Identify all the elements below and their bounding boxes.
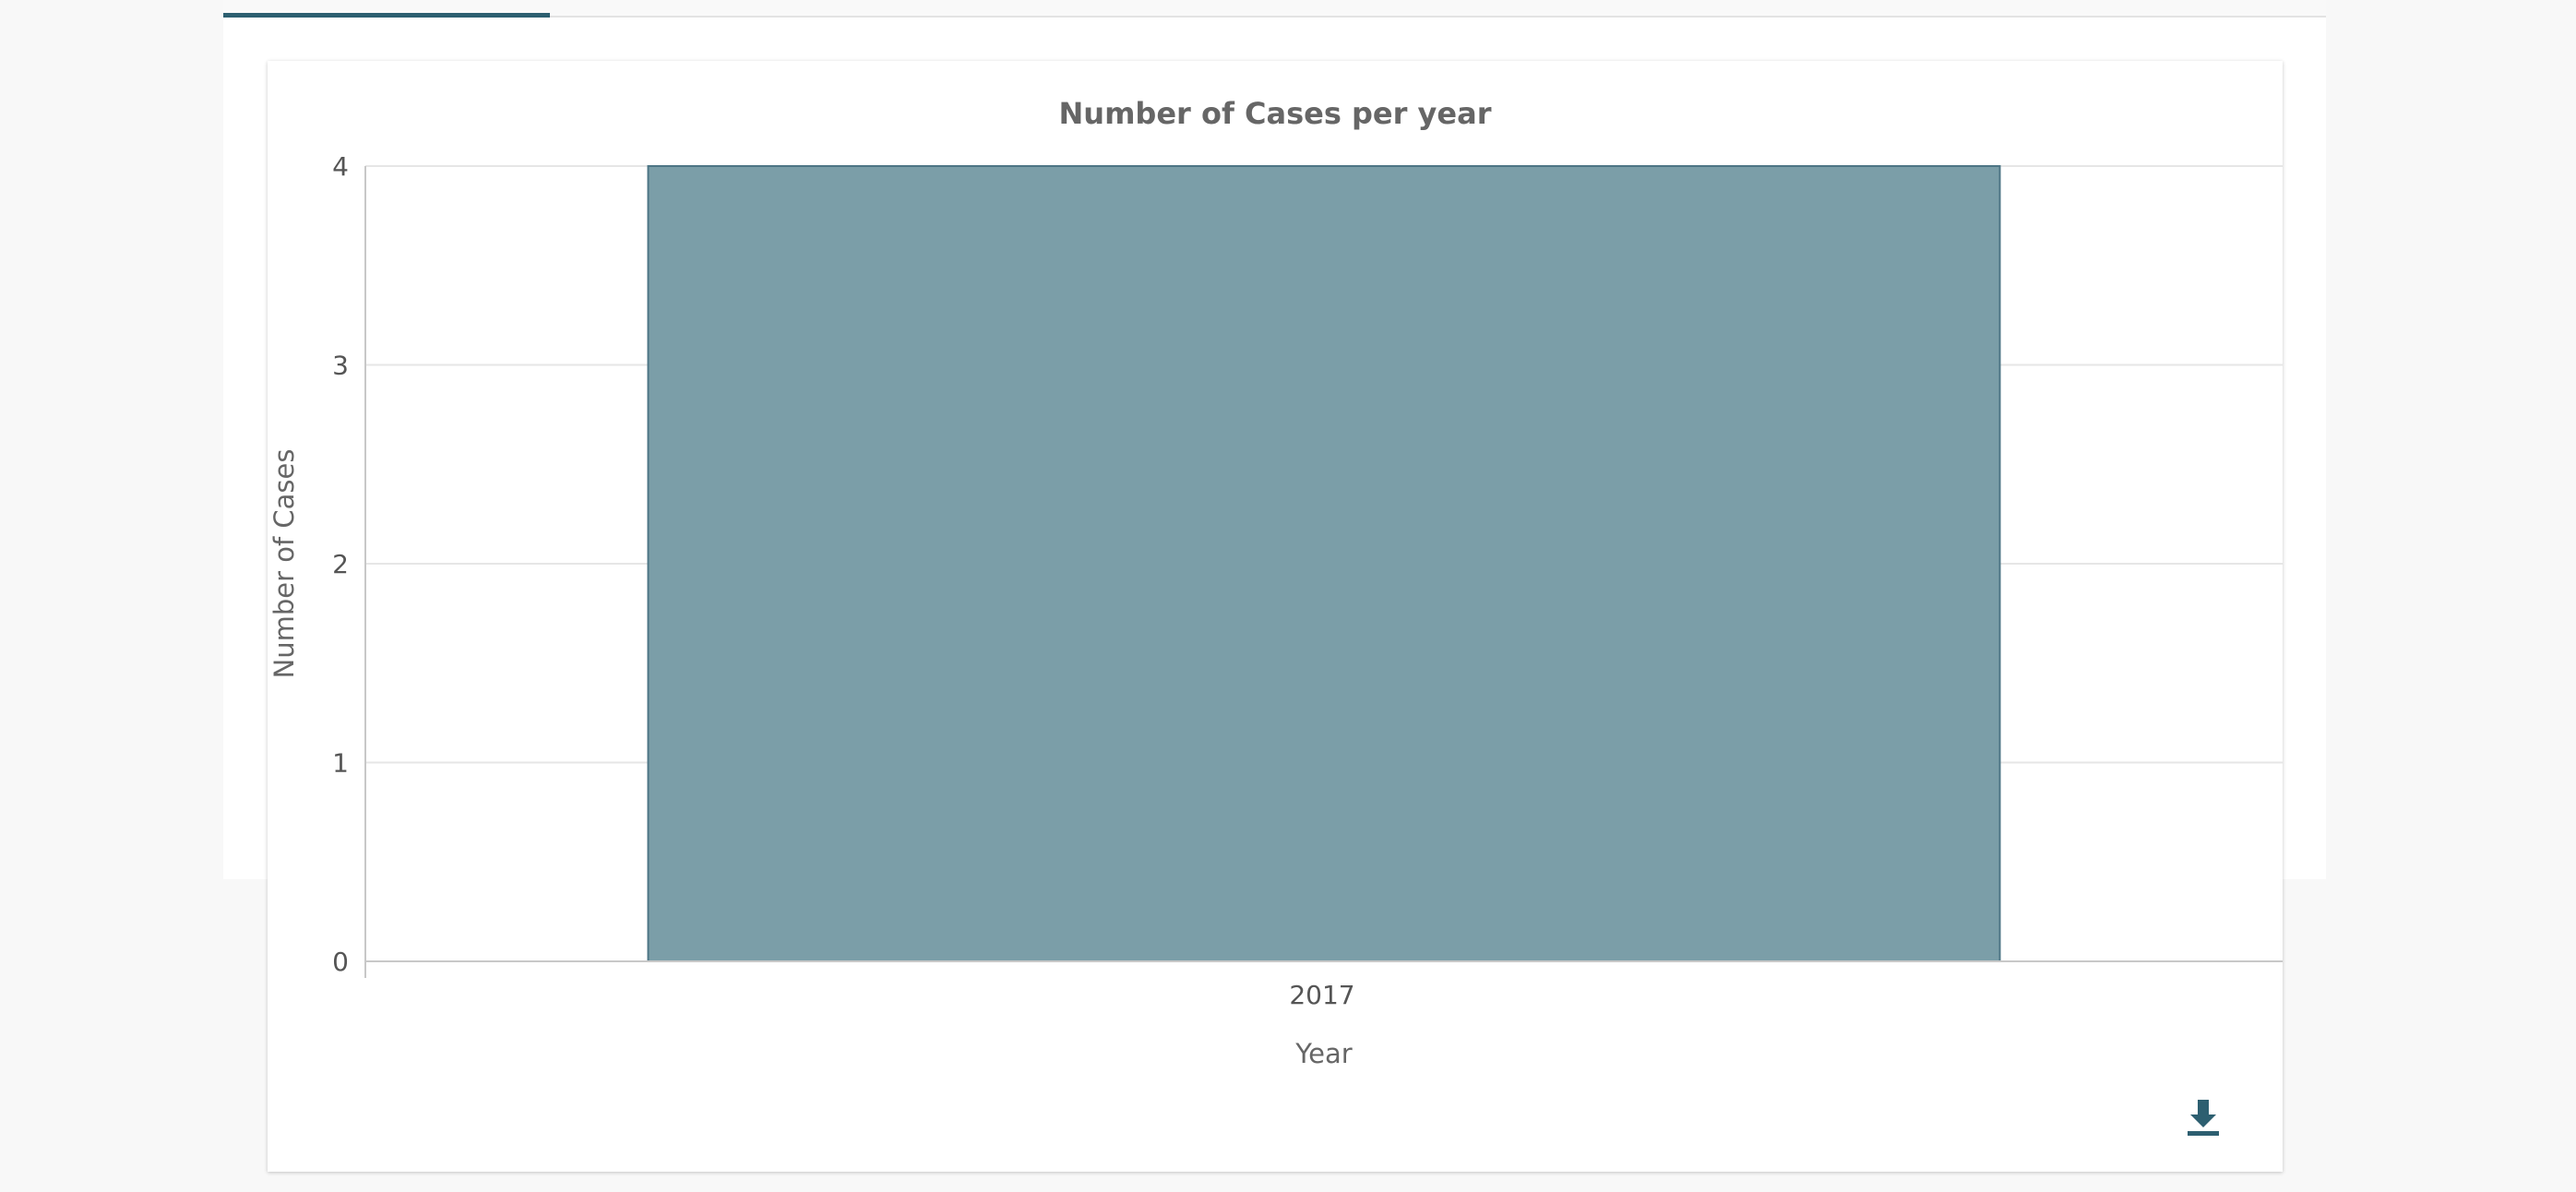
y-tick-label: 4 bbox=[332, 151, 349, 182]
chart-title: Number of Cases per year bbox=[1059, 96, 1492, 131]
y-tick-label: 1 bbox=[332, 748, 349, 779]
bars bbox=[647, 165, 2001, 962]
y-tick-label: 0 bbox=[332, 947, 349, 977]
tab-bar bbox=[223, 0, 2326, 18]
download-icon bbox=[2188, 1100, 2219, 1136]
bar-2017[interactable] bbox=[647, 165, 2001, 962]
y-tick-label: 3 bbox=[332, 351, 349, 381]
y-tick-label: 2 bbox=[332, 549, 349, 579]
x-axis-ticks: 2017 bbox=[1289, 980, 1354, 1010]
y-axis-label: Number of Cases bbox=[268, 449, 300, 679]
chart-card: Number of Cases per year 0 1 2 3 4 2017 Numb… bbox=[268, 61, 2283, 1172]
bar-chart: Number of Cases per year 0 1 2 3 4 2017 Numb… bbox=[268, 96, 2283, 1069]
active-tab-indicator[interactable] bbox=[223, 13, 550, 18]
y-axis-ticks: 0 1 2 3 4 bbox=[332, 151, 349, 977]
x-tick-label: 2017 bbox=[1289, 980, 1354, 1010]
x-axis-label: Year bbox=[1294, 1038, 1352, 1069]
download-button[interactable] bbox=[2179, 1092, 2227, 1140]
